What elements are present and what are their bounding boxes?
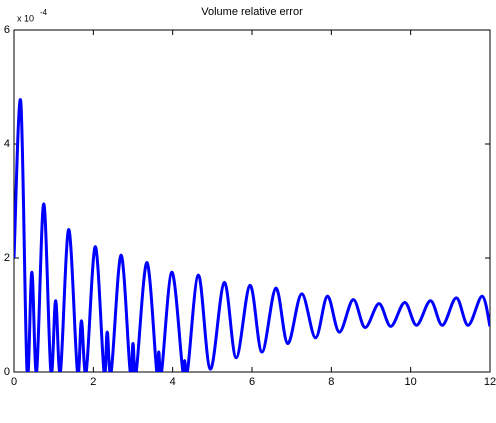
x-tick-label: 4 — [170, 376, 176, 388]
x-tick-label: 12 — [484, 376, 496, 388]
chart-title: Volume relative error — [201, 6, 303, 18]
y-tick-label: 2 — [4, 252, 10, 264]
x-tick-label: 2 — [90, 376, 96, 388]
y-tick-label: 0 — [4, 366, 10, 378]
y-tick-label: 4 — [4, 138, 10, 150]
axis-multiplier: x 10 — [17, 13, 34, 23]
plot-frame — [13, 29, 491, 373]
x-tick-label: 10 — [405, 376, 417, 388]
y-tick-label: 6 — [4, 24, 10, 36]
data-line — [14, 98, 490, 372]
x-tick-label: 8 — [328, 376, 334, 388]
x-tick-label: 6 — [249, 376, 255, 388]
axis-multiplier-exponent: -4 — [40, 8, 48, 17]
x-tick-label: 0 — [11, 376, 17, 388]
